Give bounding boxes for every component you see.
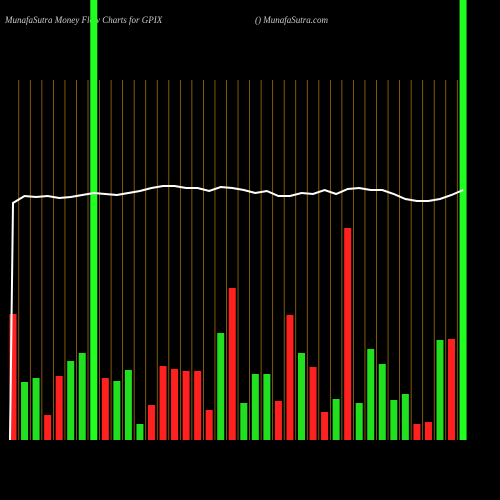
bar: [390, 400, 398, 440]
bar: [44, 415, 52, 440]
bar: [159, 366, 167, 440]
bar: [344, 228, 352, 440]
bar: [228, 288, 236, 440]
money-flow-line: [9, 185, 464, 441]
bar: [136, 424, 144, 440]
chart-title: MunafaSutra Money Flow Charts for GPIX: [4, 15, 163, 25]
bar: [124, 370, 132, 440]
bar: [274, 401, 282, 440]
bar: [355, 403, 363, 440]
bar: [55, 376, 63, 440]
bar: [182, 371, 190, 440]
bar: [263, 374, 271, 440]
bar: [309, 367, 317, 440]
bar: [436, 340, 444, 440]
bar: [240, 403, 248, 440]
bar: [113, 381, 121, 440]
bar: [401, 394, 409, 440]
bar: [321, 412, 329, 440]
bar: [171, 369, 179, 440]
bar: [332, 399, 340, 440]
bar: [298, 353, 305, 440]
bar: [286, 315, 294, 440]
bar: [424, 422, 432, 440]
bar: [90, 0, 98, 440]
bar: [367, 349, 375, 440]
bar: [147, 405, 155, 440]
bar: [217, 333, 225, 440]
bar: [448, 339, 456, 440]
bar: [251, 374, 259, 440]
bar: [459, 0, 467, 440]
bar: [78, 353, 86, 440]
bar: [32, 378, 40, 440]
chart-subtitle: () MunafaSutra.com: [255, 15, 328, 25]
bar: [67, 361, 75, 440]
bar: [194, 371, 202, 440]
column-lines: [18, 80, 458, 440]
bar: [413, 424, 421, 440]
bar: [101, 378, 109, 440]
bar: [21, 382, 29, 440]
bar: [9, 314, 17, 440]
bar: [378, 364, 386, 440]
bar: [205, 410, 213, 440]
